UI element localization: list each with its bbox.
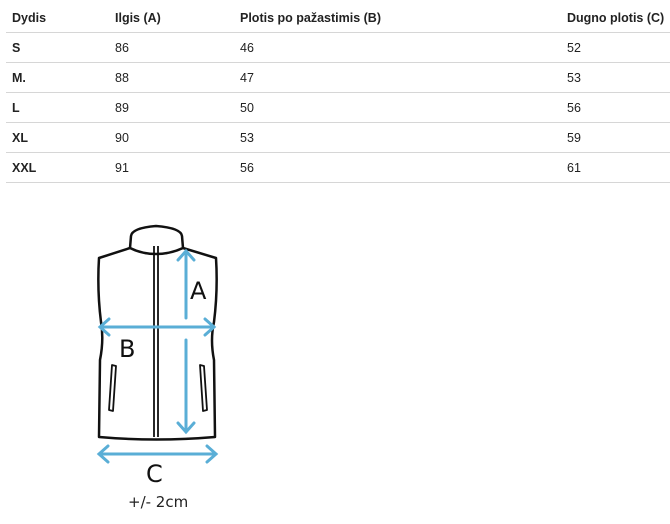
table-row: L 89 50 56 <box>6 92 670 123</box>
label-a: A <box>190 277 207 305</box>
table-header: Dydis Ilgis (A) Plotis po pažastimis (B) Du… <box>6 2 670 33</box>
arrow-c <box>96 444 219 464</box>
table-cell: M. <box>12 71 26 85</box>
table-cell: XXL <box>12 161 37 175</box>
table-cell: 59 <box>567 131 581 145</box>
tolerance-note: +/- 2cm <box>128 493 188 511</box>
label-c: C <box>146 460 163 488</box>
table-cell: S <box>12 41 21 55</box>
table-row: M. 88 47 53 <box>6 62 670 93</box>
table-cell: 91 <box>115 161 129 175</box>
table-cell: L <box>12 101 20 115</box>
table-cell: 47 <box>240 71 254 85</box>
arrow-a <box>176 248 196 435</box>
table-cell: 46 <box>240 41 254 55</box>
table-row: XXL 91 56 61 <box>6 152 670 183</box>
vest-outline <box>97 224 218 441</box>
table-cell: 90 <box>115 131 129 145</box>
table-cell: 86 <box>115 41 129 55</box>
column-header: Dugno plotis (C) <box>567 11 665 25</box>
table-cell: 52 <box>567 41 581 55</box>
table-cell: 50 <box>240 101 254 115</box>
label-b: B <box>119 335 135 363</box>
table-cell: 53 <box>240 131 254 145</box>
table-cell: 88 <box>115 71 129 85</box>
table-cell: XL <box>12 131 28 145</box>
table-cell: 61 <box>567 161 581 175</box>
table-cell: 89 <box>115 101 129 115</box>
table-cell: 56 <box>240 161 254 175</box>
column-header: Plotis po pažastimis (B) <box>240 11 381 25</box>
column-header: Dydis <box>12 11 47 25</box>
table-cell: 53 <box>567 71 581 85</box>
table-cell: 56 <box>567 101 581 115</box>
arrow-b <box>97 317 217 337</box>
table-row: XL 90 53 59 <box>6 122 670 153</box>
table-row: S 86 46 52 <box>6 32 670 63</box>
column-header: Ilgis (A) <box>115 11 161 25</box>
measure-arrows <box>96 248 219 464</box>
